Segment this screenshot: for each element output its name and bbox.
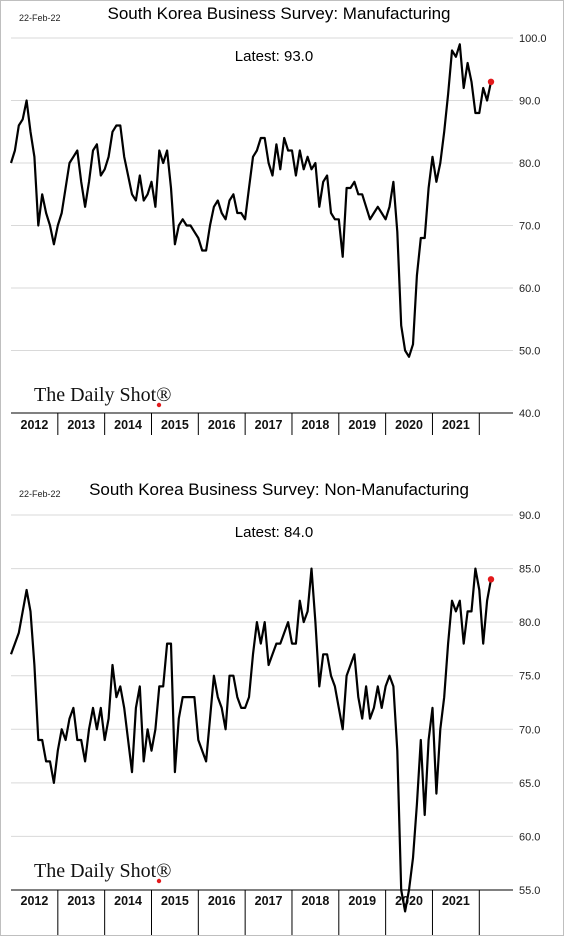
x-tick-label: 2012 (21, 418, 49, 432)
latest-value-label: Latest: 93.0 (235, 48, 313, 65)
x-tick-label: 2015 (161, 894, 189, 908)
x-tick-label: 2021 (442, 418, 470, 432)
x-tick-label: 2012 (21, 894, 49, 908)
x-tick-label: 2018 (301, 894, 329, 908)
y-tick-label: 70.0 (519, 724, 540, 736)
x-tick-label: 2016 (208, 894, 236, 908)
x-tick-label: 2014 (114, 418, 142, 432)
series-line (9, 43, 493, 358)
y-tick-label: 70.0 (519, 221, 540, 233)
series-line (9, 567, 493, 913)
y-tick-label: 55.0 (519, 885, 540, 897)
logo-dot (156, 878, 162, 884)
chart-manufacturing-svg: 22-Feb-22 South Korea Business Survey: M… (9, 4, 547, 435)
x-tick-label: 2018 (301, 418, 329, 432)
source-logo: The Daily Shot® (34, 860, 171, 884)
y-tick-label: 60.0 (519, 831, 540, 843)
chart-title: South Korea Business Survey: Non-Manufac… (89, 480, 469, 499)
y-tick-label: 90.0 (519, 510, 540, 522)
chart-non-manufacturing: 22-Feb-22 South Korea Business Survey: N… (1, 475, 563, 935)
x-tick-label: 2020 (395, 894, 423, 908)
source-logo-text: The Daily Shot® (34, 860, 171, 882)
chart-date-label: 22-Feb-22 (19, 489, 61, 499)
y-tick-label: 65.0 (519, 778, 540, 790)
x-tick-label: 2015 (161, 418, 189, 432)
y-tick-label: 75.0 (519, 671, 540, 683)
y-tick-label: 90.0 (519, 96, 540, 108)
source-logo-text: The Daily Shot® (34, 384, 171, 406)
x-tick-label: 2020 (395, 418, 423, 432)
x-tick-label: 2017 (255, 418, 283, 432)
x-tick-label: 2016 (208, 418, 236, 432)
x-tick-label: 2021 (442, 894, 470, 908)
x-tick-label: 2017 (255, 894, 283, 908)
y-tick-label: 100.0 (519, 33, 547, 45)
y-tick-label: 80.0 (519, 617, 540, 629)
y-tick-label: 80.0 (519, 158, 540, 170)
y-tick-label: 50.0 (519, 346, 540, 358)
chart-non-manufacturing-svg: 22-Feb-22 South Korea Business Survey: N… (9, 480, 540, 935)
x-tick-label: 2019 (348, 418, 376, 432)
source-logo: The Daily Shot® (34, 384, 171, 408)
x-tick-label: 2019 (348, 894, 376, 908)
y-tick-label: 60.0 (519, 283, 540, 295)
latest-value-label: Latest: 84.0 (235, 524, 313, 541)
x-tick-label: 2014 (114, 894, 142, 908)
x-tick-label: 2013 (67, 894, 95, 908)
latest-point-marker (487, 78, 495, 86)
y-tick-label: 85.0 (519, 564, 540, 576)
y-tick-label: 40.0 (519, 408, 540, 420)
logo-dot (156, 402, 162, 408)
chart-title: South Korea Business Survey: Manufacturi… (107, 4, 450, 23)
latest-point-marker (487, 576, 495, 583)
chart-manufacturing: 22-Feb-22 South Korea Business Survey: M… (1, 1, 563, 435)
chart-date-label: 22-Feb-22 (19, 13, 61, 23)
x-tick-label: 2013 (67, 418, 95, 432)
